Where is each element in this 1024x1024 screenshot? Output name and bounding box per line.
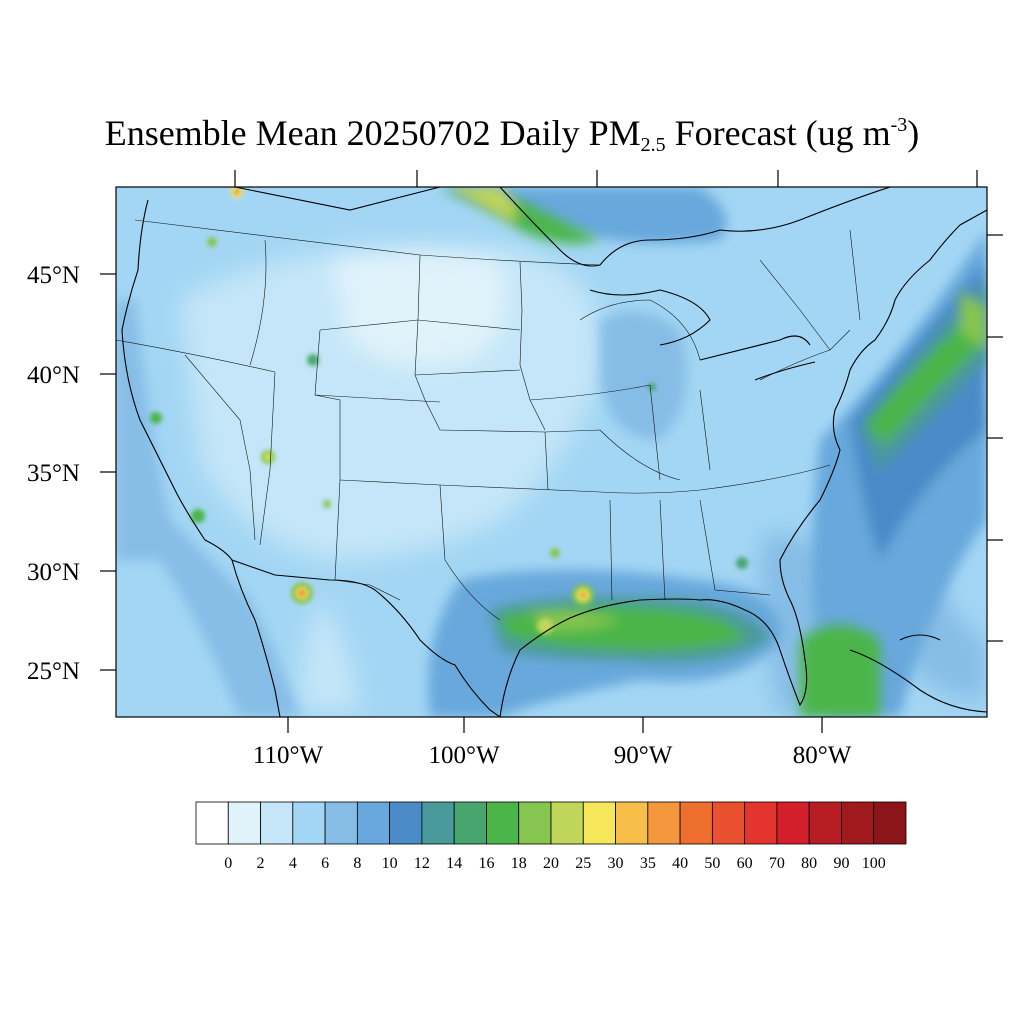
colorbar	[195, 801, 907, 845]
colorbar-label: 40	[672, 855, 688, 872]
colorbar-label: 90	[833, 855, 849, 872]
lat-label: 35°N	[27, 460, 80, 487]
colorbar-swatch	[841, 801, 875, 845]
colorbar-label: 100	[862, 855, 886, 872]
lon-label: 80°W	[793, 742, 852, 769]
colorbar-label: 16	[478, 855, 494, 872]
colorbar-label: 2	[257, 855, 265, 872]
colorbar-label: 30	[608, 855, 624, 872]
colorbar-label: 6	[321, 855, 329, 872]
colorbar-label: 12	[414, 855, 430, 872]
colorbar-label: 35	[640, 855, 656, 872]
colorbar-swatch	[582, 801, 616, 845]
coastlines	[120, 187, 987, 717]
colorbar-swatch	[421, 801, 455, 845]
colorbar-label: 80	[801, 855, 817, 872]
longitude-labels: 110°W 100°W 90°W 80°W	[253, 742, 852, 769]
colorbar-label: 70	[769, 855, 785, 872]
colorbar-swatch	[647, 801, 681, 845]
colorbar-label: 50	[704, 855, 720, 872]
colorbar-label: 20	[543, 855, 559, 872]
colorbar-label: 0	[224, 855, 232, 872]
lon-label: 110°W	[253, 742, 324, 769]
map-title: Ensemble Mean 20250702 Daily PM2.5 Forec…	[104, 113, 920, 156]
colorbar-swatch	[776, 801, 810, 845]
colorbar-label: 18	[511, 855, 527, 872]
lon-label: 100°W	[428, 742, 499, 769]
colorbar-swatch	[873, 801, 907, 845]
colorbar-labels: 0 2 4 6 8 10 12 14 16 18 20 25 30 35 40 50 60 70 80 90 100	[224, 855, 885, 872]
colorbar-swatch	[324, 801, 358, 845]
colorbar-swatch	[679, 801, 713, 845]
lat-label: 25°N	[27, 658, 80, 685]
colorbar-swatch	[356, 801, 391, 845]
colorbar-swatch	[260, 801, 294, 845]
colorbar-swatch	[808, 801, 842, 845]
ticks	[100, 170, 1003, 733]
colorbar-swatch	[615, 801, 649, 845]
colorbar-swatch	[292, 801, 326, 845]
colorbar-swatch	[711, 801, 746, 845]
map-frame	[115, 186, 988, 718]
colorbar-label: 60	[737, 855, 753, 872]
colorbar-swatch	[744, 801, 778, 845]
lat-label: 40°N	[27, 362, 80, 389]
latitude-labels: 45°N 40°N 35°N 30°N 25°N	[27, 262, 80, 685]
colorbar-swatch	[486, 801, 520, 845]
colorbar-swatch	[195, 801, 229, 845]
colorbar-label: 25	[575, 855, 591, 872]
colorbar-label: 8	[353, 855, 361, 872]
boundaries	[116, 219, 861, 621]
colorbar-label: 4	[289, 855, 297, 872]
colorbar-swatch	[227, 801, 261, 845]
colorbar-swatch	[518, 801, 552, 845]
colorbar-swatch	[389, 801, 423, 845]
colorbar-label: 14	[446, 855, 462, 872]
colorbar-swatch	[550, 801, 584, 845]
lat-label: 30°N	[27, 559, 80, 586]
colorbar-swatch	[453, 801, 487, 845]
colorbar-label: 10	[382, 855, 398, 872]
pm25-field	[116, 187, 987, 717]
lon-label: 90°W	[614, 742, 673, 769]
lat-label: 45°N	[27, 262, 80, 289]
